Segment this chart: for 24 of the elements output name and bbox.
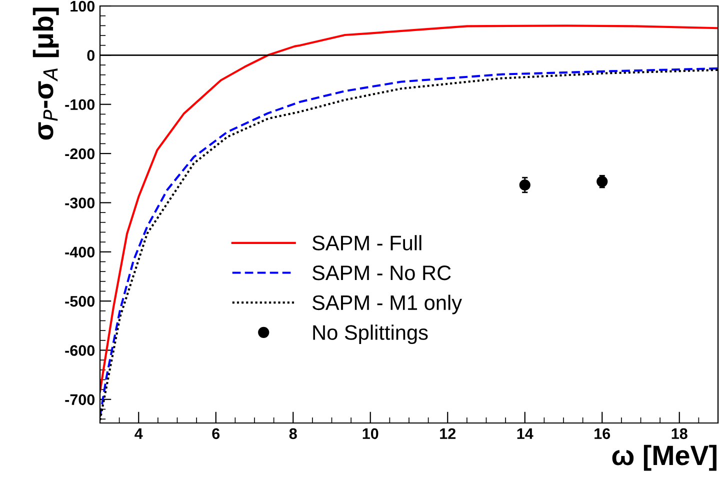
y-tick-label: 0 [87,50,95,61]
y-tick-label: -200 [65,148,95,160]
x-tick-label: 8 [289,428,297,440]
y-tick-label: -400 [65,246,95,258]
x-tick-label: 16 [594,428,610,440]
x-tick-label: 10 [362,428,378,440]
legend-label: SAPM - No RC [312,265,451,280]
x-tick-label: 4 [134,428,143,439]
y-tick-label: -500 [65,296,95,307]
y-axis-title: σ$_{P}$-σ$_{A}$ [μb] [32,8,59,140]
x-axis-title: ω [MeV] [612,444,716,471]
x-tick-label: 12 [440,428,456,439]
legend-label: SAPM - M1 only [312,294,462,314]
x-tick-label: 6 [212,428,220,440]
legend-label: No Splittings [313,324,428,344]
y-tick-label: -700 [65,394,95,406]
x-tick-label: 14 [517,428,534,439]
y-tick-label: -100 [65,99,95,110]
y-tick-label: 100 [70,0,95,12]
line-series [100,24,718,393]
legend-label: SAPM - Full [312,235,422,250]
y-tick-label: -300 [65,198,95,208]
y-tick-label: -600 [65,345,95,356]
x-tick-label: 18 [672,428,688,440]
